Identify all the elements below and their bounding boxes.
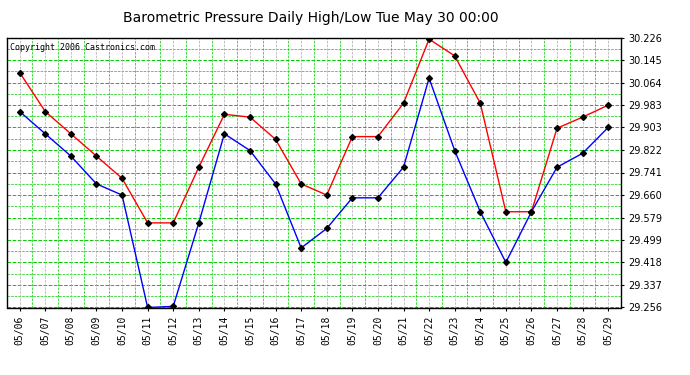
Text: Barometric Pressure Daily High/Low Tue May 30 00:00: Barometric Pressure Daily High/Low Tue M… (123, 11, 498, 25)
Text: Copyright 2006 Castronics.com: Copyright 2006 Castronics.com (10, 43, 155, 52)
